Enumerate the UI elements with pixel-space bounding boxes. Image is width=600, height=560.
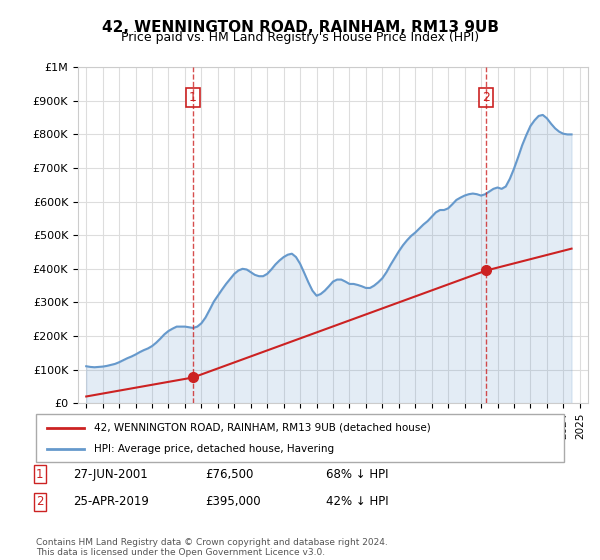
Text: 1: 1	[189, 91, 197, 104]
Text: HPI: Average price, detached house, Havering: HPI: Average price, detached house, Have…	[94, 444, 334, 454]
Text: Price paid vs. HM Land Registry's House Price Index (HPI): Price paid vs. HM Land Registry's House …	[121, 31, 479, 44]
Text: 68% ↓ HPI: 68% ↓ HPI	[326, 468, 389, 480]
Text: 42, WENNINGTON ROAD, RAINHAM, RM13 9UB: 42, WENNINGTON ROAD, RAINHAM, RM13 9UB	[101, 20, 499, 35]
Text: £76,500: £76,500	[205, 468, 253, 480]
Text: 1: 1	[36, 468, 44, 480]
Text: 2: 2	[482, 91, 490, 104]
Text: 25-APR-2019: 25-APR-2019	[73, 495, 149, 508]
Text: 2: 2	[36, 495, 44, 508]
Text: Contains HM Land Registry data © Crown copyright and database right 2024.
This d: Contains HM Land Registry data © Crown c…	[36, 538, 388, 557]
FancyBboxPatch shape	[36, 414, 564, 462]
Text: 27-JUN-2001: 27-JUN-2001	[73, 468, 148, 480]
Text: £395,000: £395,000	[205, 495, 260, 508]
Text: 42% ↓ HPI: 42% ↓ HPI	[326, 495, 389, 508]
Text: 42, WENNINGTON ROAD, RAINHAM, RM13 9UB (detached house): 42, WENNINGTON ROAD, RAINHAM, RM13 9UB (…	[94, 423, 431, 433]
